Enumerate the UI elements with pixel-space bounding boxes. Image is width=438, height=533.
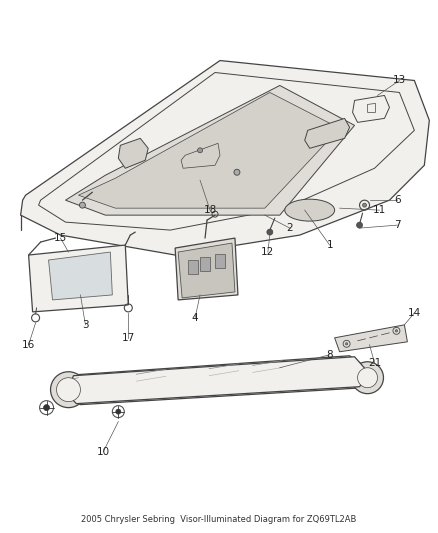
Circle shape bbox=[79, 202, 85, 208]
Text: 4: 4 bbox=[192, 313, 198, 323]
Polygon shape bbox=[49, 252, 112, 300]
Polygon shape bbox=[305, 118, 350, 148]
Circle shape bbox=[363, 203, 367, 207]
Circle shape bbox=[346, 343, 348, 345]
Polygon shape bbox=[181, 143, 220, 168]
Polygon shape bbox=[175, 238, 238, 300]
Polygon shape bbox=[67, 357, 370, 403]
Text: 13: 13 bbox=[393, 76, 406, 85]
Text: 2: 2 bbox=[286, 223, 293, 233]
Text: 15: 15 bbox=[54, 233, 67, 243]
Polygon shape bbox=[66, 85, 355, 215]
Polygon shape bbox=[28, 245, 128, 312]
Bar bbox=[188, 260, 198, 274]
Circle shape bbox=[395, 329, 398, 332]
Circle shape bbox=[357, 368, 378, 387]
Polygon shape bbox=[178, 243, 235, 298]
Circle shape bbox=[198, 148, 202, 153]
Polygon shape bbox=[78, 92, 339, 208]
Bar bbox=[215, 254, 225, 268]
Text: 8: 8 bbox=[326, 350, 333, 360]
Text: 7: 7 bbox=[394, 220, 401, 230]
Polygon shape bbox=[353, 95, 389, 123]
Circle shape bbox=[116, 409, 121, 414]
Text: 14: 14 bbox=[408, 308, 421, 318]
Circle shape bbox=[357, 222, 363, 228]
Text: 1: 1 bbox=[326, 240, 333, 250]
Text: 18: 18 bbox=[203, 205, 217, 215]
Text: 2005 Chrysler Sebring  Visor-Illuminated Diagram for ZQ69TL2AB: 2005 Chrysler Sebring Visor-Illuminated … bbox=[81, 515, 357, 524]
Polygon shape bbox=[64, 356, 374, 405]
Text: 21: 21 bbox=[368, 358, 381, 368]
Circle shape bbox=[57, 378, 81, 402]
Text: 11: 11 bbox=[373, 205, 386, 215]
Circle shape bbox=[234, 169, 240, 175]
Polygon shape bbox=[118, 139, 148, 168]
Text: 17: 17 bbox=[122, 333, 135, 343]
Circle shape bbox=[50, 372, 86, 408]
Text: 6: 6 bbox=[394, 195, 401, 205]
Ellipse shape bbox=[285, 199, 335, 221]
Circle shape bbox=[43, 405, 49, 410]
Text: 12: 12 bbox=[261, 247, 275, 257]
Text: 10: 10 bbox=[97, 447, 110, 457]
Polygon shape bbox=[335, 325, 407, 352]
Bar bbox=[200, 257, 210, 271]
Text: 16: 16 bbox=[22, 340, 35, 350]
Polygon shape bbox=[21, 61, 429, 255]
Circle shape bbox=[352, 362, 384, 394]
Text: 3: 3 bbox=[82, 320, 89, 330]
Circle shape bbox=[267, 229, 273, 235]
